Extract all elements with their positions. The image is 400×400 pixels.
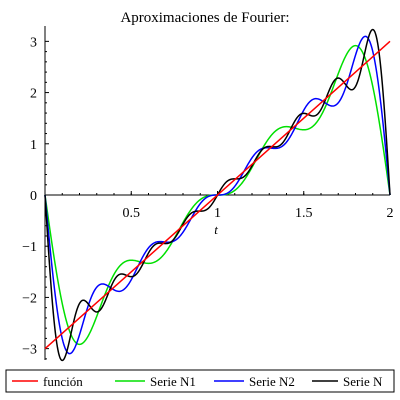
y-tick-label: −1 bbox=[22, 240, 37, 255]
y-tick-label: 1 bbox=[30, 138, 37, 153]
ticks: 0.5 1 1.5 2 −3 −2 −1 0 1 2 3 bbox=[22, 35, 394, 360]
legend-label-0: función bbox=[43, 374, 83, 389]
y-tick-label: −3 bbox=[22, 343, 37, 358]
series-curves bbox=[44, 28, 391, 362]
legend-box bbox=[5, 369, 395, 393]
legend-label-3: Serie N bbox=[343, 374, 383, 389]
y-tick-label: 2 bbox=[30, 87, 37, 102]
y-tick-label: 3 bbox=[30, 35, 37, 50]
legend: función Serie N1 Serie N2 Serie N bbox=[5, 369, 395, 393]
x-tick-label: 1.5 bbox=[295, 206, 313, 221]
x-axis-label: t bbox=[214, 222, 218, 237]
legend-label-2: Serie N2 bbox=[249, 374, 295, 389]
x-tick-label: 2 bbox=[387, 206, 394, 221]
series-line-0 bbox=[44, 40, 391, 350]
x-tick-label: 0.5 bbox=[123, 206, 141, 221]
y-tick-label: −2 bbox=[22, 291, 37, 306]
chart-title: Aproximaciones de Fourier: bbox=[120, 10, 289, 26]
y-tick-label: 0 bbox=[30, 189, 37, 204]
legend-label-1: Serie N1 bbox=[150, 374, 196, 389]
x-tick-label: 1 bbox=[214, 206, 221, 221]
